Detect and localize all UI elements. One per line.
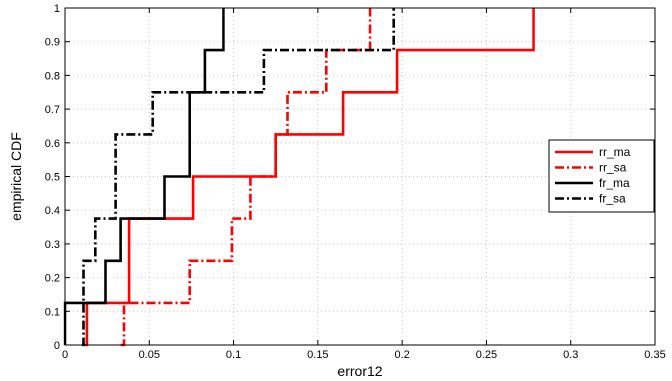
x-tick-label: 0.05 (139, 349, 160, 361)
x-tick-label: 0.2 (394, 349, 409, 361)
series-line-rr_ma (84, 8, 534, 345)
x-tick-label: 0.1 (226, 349, 241, 361)
y-tick-label: 0.6 (45, 138, 60, 150)
y-tick-label: 0.7 (45, 104, 60, 116)
tick-labels: 0 0.05 0.1 0.15 0.2 0.25 0.3 0.35 0 0.1 0.2 0.3 0.4 0… (45, 3, 666, 361)
y-tick-label: 0.5 (45, 172, 60, 184)
x-tick-label: 0.25 (476, 349, 497, 361)
x-tick-label: 0.35 (644, 349, 665, 361)
x-axis-label: error12 (337, 363, 382, 379)
y-axis-label: empirical CDF (8, 132, 24, 221)
legend-label-fr_ma: fr_ma (599, 176, 630, 190)
x-tick-label: 0 (62, 349, 68, 361)
x-tick-label: 0.15 (307, 349, 328, 361)
y-tick-label: 0.3 (45, 239, 60, 251)
series-line-rr_sa (121, 8, 371, 345)
series-lines (65, 8, 534, 345)
y-tick-label: 0 (54, 340, 60, 352)
legend-label-fr_sa: fr_sa (599, 192, 626, 206)
x-tick-label: 0.3 (563, 349, 578, 361)
series-line-fr_sa (82, 8, 394, 345)
y-tick-label: 0.2 (45, 273, 60, 285)
legend-label-rr_sa: rr_sa (599, 161, 627, 175)
series-line-fr_ma (65, 8, 224, 345)
y-tick-label: 0.8 (45, 70, 60, 82)
y-tick-label: 0.4 (45, 205, 60, 217)
y-tick-label: 1 (54, 3, 60, 15)
y-tick-label: 0.1 (45, 306, 60, 318)
legend-label-rr_ma: rr_ma (599, 145, 631, 159)
y-tick-label: 0.9 (45, 37, 60, 49)
